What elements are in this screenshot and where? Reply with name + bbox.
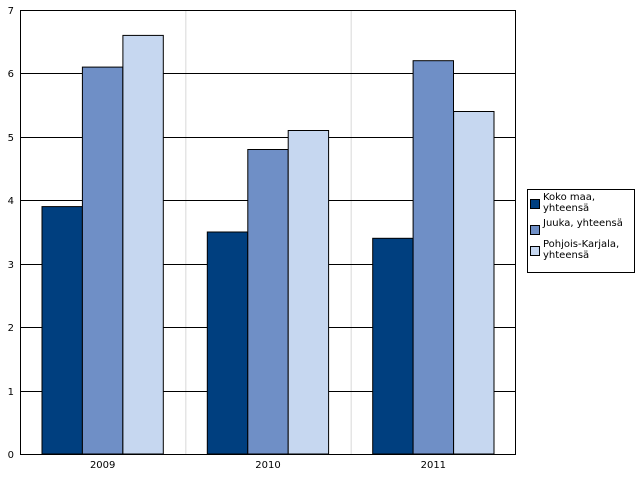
bar-2009-s0 <box>41 206 83 455</box>
bar-2011-s0 <box>372 237 414 455</box>
bar-2011-s1 <box>412 60 455 455</box>
y-tick-label: 7 <box>8 6 14 17</box>
plot-border <box>20 10 516 455</box>
x-tick-label: 2011 <box>421 460 446 471</box>
bar-2010-s2 <box>287 130 330 455</box>
legend: Koko maa, yhteensä Juuka, yhteensä Pohjo… <box>527 189 635 273</box>
legend-item-pohjois-karjala: Pohjois-Karjala, yhteensä <box>530 239 632 261</box>
y-tick-label: 2 <box>8 323 14 334</box>
x-tick-label: 2009 <box>90 460 115 471</box>
legend-label-pohjois-karjala: Pohjois-Karjala, yhteensä <box>543 239 620 261</box>
y-tick-label: 4 <box>8 196 14 207</box>
bar-2009-s2 <box>122 34 164 455</box>
bar-2010-s1 <box>247 149 289 455</box>
y-tick-label: 1 <box>8 387 14 398</box>
legend-swatch-koko-maa <box>530 199 540 209</box>
bar-2009-s1 <box>81 66 124 455</box>
legend-swatch-pohjois-karjala <box>530 246 540 256</box>
y-tick-label: 6 <box>8 69 14 80</box>
bar-2010-s0 <box>206 231 249 455</box>
legend-swatch-juuka <box>530 225 540 235</box>
y-tick-label: 0 <box>8 450 14 461</box>
x-tick-label: 2010 <box>255 460 280 471</box>
y-tick-label: 3 <box>8 260 14 271</box>
legend-label-juuka: Juuka, yhteensä <box>543 218 623 229</box>
y-tick-label: 5 <box>8 133 14 144</box>
legend-label-koko-maa: Koko maa, yhteensä <box>543 192 596 214</box>
legend-item-juuka: Juuka, yhteensä <box>530 218 632 235</box>
legend-item-koko-maa: Koko maa, yhteensä <box>530 192 632 214</box>
bar-2011-s2 <box>453 111 495 455</box>
